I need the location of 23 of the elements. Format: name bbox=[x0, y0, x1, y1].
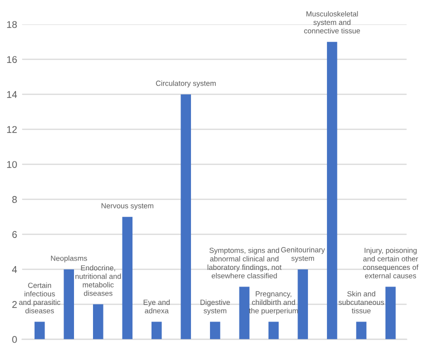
bar bbox=[298, 269, 308, 340]
bar bbox=[64, 269, 74, 340]
y-tick-label: 12 bbox=[7, 126, 17, 133]
bar bbox=[34, 322, 45, 340]
bar bbox=[152, 322, 162, 340]
y-tick-label: 8 bbox=[12, 196, 17, 203]
y-tick-label: 2 bbox=[12, 301, 17, 308]
bar bbox=[180, 94, 191, 340]
bar bbox=[326, 42, 338, 340]
y-tick-label: 6 bbox=[12, 231, 17, 238]
bar bbox=[210, 322, 220, 340]
y-tick-label: 10 bbox=[7, 161, 17, 168]
y-tick-label: 0 bbox=[12, 336, 17, 343]
bar bbox=[239, 286, 250, 340]
bar bbox=[122, 216, 132, 340]
bar bbox=[356, 322, 366, 340]
y-tick-label: 18 bbox=[7, 21, 17, 28]
bar bbox=[268, 322, 279, 340]
y-tick-label: 16 bbox=[7, 56, 17, 63]
y-tick-label: 4 bbox=[12, 266, 17, 273]
bar bbox=[385, 286, 396, 340]
y-tick-label: 14 bbox=[7, 91, 17, 98]
bar bbox=[93, 304, 104, 340]
